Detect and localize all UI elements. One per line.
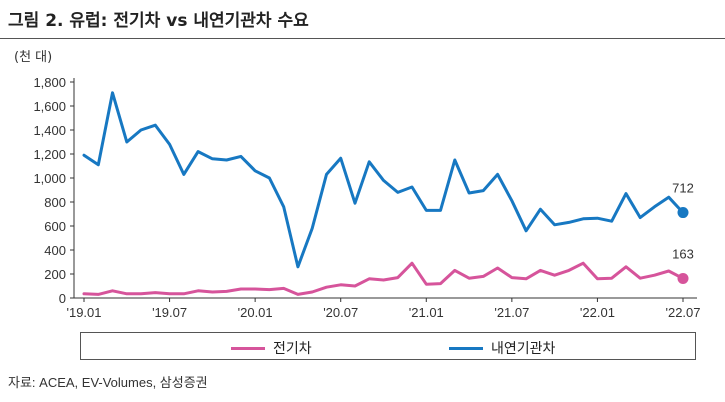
x-tick-label: '19.07	[152, 305, 187, 320]
y-tick-label: 1,000	[33, 171, 66, 186]
y-tick-label: 800	[44, 195, 66, 210]
legend-label-ev: 전기차	[273, 341, 312, 357]
series-end-marker-ev	[677, 272, 689, 284]
y-tick-label: 1,200	[33, 147, 66, 162]
legend-swatch-ice	[449, 346, 483, 350]
chart-title: 그림 2. 유럽: 전기차 vs 내연기관차 수요	[8, 11, 309, 31]
title-divider	[0, 38, 725, 39]
series-line-ev	[82, 261, 685, 296]
x-tick-label: '20.07	[323, 305, 358, 320]
x-tick-label: '21.01	[409, 305, 444, 320]
y-tick-label: 1,400	[33, 123, 66, 138]
x-tick-label: '20.01	[238, 305, 273, 320]
legend-item-ev: 전기차	[231, 338, 312, 358]
series-layer	[82, 91, 689, 296]
y-tick-label: 1,800	[33, 75, 66, 90]
y-axis-unit-label: (천 대)	[14, 50, 53, 65]
series-end-label-ev: 163	[672, 246, 694, 261]
x-tick-label: '22.01	[580, 305, 615, 320]
series-end-label-ice: 712	[672, 181, 694, 196]
legend: 전기차 내연기관차	[80, 332, 696, 360]
x-tick-label: '21.07	[494, 305, 529, 320]
y-tick-label: 1,600	[33, 99, 66, 114]
y-tick-label: 200	[44, 267, 66, 282]
source-note: 자료: ACEA, EV-Volumes, 삼성증권	[8, 375, 208, 390]
chart-axes: 0 200 400 600 800 1,000 1,200 1,400 1,600 1,800 '1…	[33, 75, 700, 320]
y-tick-label: 0	[59, 291, 66, 306]
legend-swatch-ev	[231, 346, 265, 350]
series-end-marker-ice	[677, 207, 689, 219]
x-tick-label: '19.01	[66, 305, 101, 320]
legend-label-ice: 내연기관차	[491, 341, 556, 357]
x-tick-label: '22.07	[665, 305, 700, 320]
series-line-ice	[82, 91, 685, 269]
y-tick-label: 600	[44, 219, 66, 234]
legend-item-ice: 내연기관차	[449, 338, 555, 358]
labels-layer: 163 712	[672, 181, 694, 262]
y-tick-label: 400	[44, 243, 66, 258]
